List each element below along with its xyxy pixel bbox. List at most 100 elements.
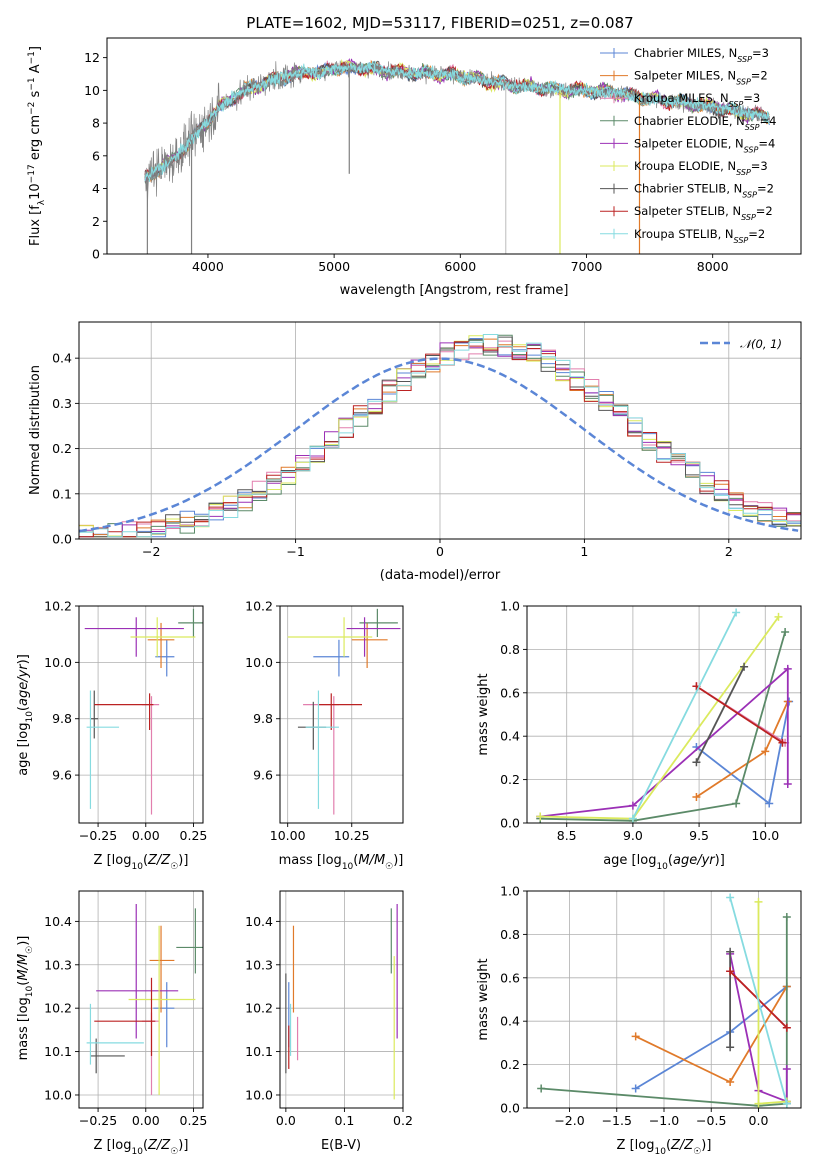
y-tick-label: 0.4 (52, 351, 72, 366)
residuals-frame (78, 321, 802, 540)
point-kroupa-stelib (86, 1003, 144, 1065)
point-kroupa-elodie (128, 925, 196, 1095)
series-line (540, 666, 789, 818)
series-point (732, 608, 741, 617)
y-tick-label: 10.0 (245, 1087, 273, 1102)
legend-label: Salpeter MILES, NSSP=2 (634, 69, 768, 87)
mass_vs_EBV-panel: 0.0 0.1 0.2 10.0 10.1 10.2 10.3 10.4 E(B-V) (245, 890, 413, 1153)
legend-nssp: =3 (752, 46, 769, 60)
mass-vs-ebv-xlabel: E(B-V) (321, 1138, 361, 1153)
label-part: ☉ (693, 1147, 701, 1157)
point-salpeter-miles (147, 622, 175, 668)
x-tick-label: 6000 (444, 259, 476, 274)
legend-sub: SSP (736, 168, 751, 177)
mass_vs_EBV-plot-area (285, 904, 398, 1100)
series-point (783, 664, 792, 673)
mass_vs_Z-frame (78, 890, 204, 1109)
y-tick-label: 10.1 (44, 1044, 72, 1059)
series-point (631, 1032, 640, 1041)
point-salpeter-miles (149, 925, 175, 1013)
legend-label: Chabrier STELIB, NSSP=2 (634, 182, 774, 200)
label-part: Z/Z (147, 853, 171, 868)
weight_vs_Z-panel: −2.0 −1.5 −1.0 −0.5 0.0 0.0 0.2 0.4 0.6 0.8 1.0 Z [… (476, 884, 802, 1157)
y-tick-label: 0.2 (500, 772, 520, 787)
series-line (729, 897, 788, 1104)
label-part: 10 (25, 711, 35, 723)
point-chabrier-stelib (90, 1038, 125, 1074)
legend-sub: SSP (737, 55, 752, 64)
series-point (782, 1023, 791, 1032)
series-point (781, 628, 790, 637)
legend-model: Salpeter STELIB, N (634, 204, 741, 218)
legend-model: Salpeter MILES, N (634, 69, 736, 83)
point-kroupa-stelib (86, 690, 120, 809)
label-part: 10 (131, 1147, 143, 1157)
histogram-kroupa-stelib (79, 334, 801, 538)
mass_vs_Z-plot-area (86, 904, 203, 1095)
weight_vs_age-plot-area (536, 608, 794, 823)
ylabel-part: −17 (27, 164, 37, 183)
series-kroupa-stelib (628, 608, 741, 823)
spectrum-ylabel: Flux [fλ10−17 erg cm−2 s−1 A−1] (27, 46, 47, 246)
ylabel-part: −2 (27, 102, 37, 115)
series-point (726, 967, 735, 976)
series-line (729, 953, 788, 1103)
y-tick-label: 10.0 (44, 655, 72, 670)
age_vs_mass-plot-area (287, 608, 401, 815)
series-point (726, 947, 735, 956)
x-tick-label: −2 (142, 544, 160, 559)
x-tick-label: 0.0 (749, 1113, 769, 1128)
weight_vs_age-panel: 8.5 9.0 9.5 10.0 0.0 0.2 0.4 0.6 0.8 1.0 age [log1… (476, 599, 802, 872)
legend-model: Chabrier STELIB, N (634, 182, 742, 196)
x-tick-label: 0.25 (180, 1113, 208, 1128)
legend-sub: SSP (734, 235, 749, 244)
residuals-panel: −2 −1 0 1 2 0.0 0.1 0.2 0.3 0.4 (data-model)/error… (28, 321, 802, 583)
y-tick-label: 10.3 (245, 957, 273, 972)
legend-label: Kroupa MILES, NSSP=3 (634, 91, 760, 109)
label-part: 10 (131, 862, 143, 872)
legend-sub: SSP (745, 122, 760, 131)
y-tick-label: 0.2 (500, 1057, 520, 1072)
series-point (778, 738, 787, 747)
y-tick-label: 9.6 (52, 768, 72, 783)
label-part: )] (178, 1138, 188, 1153)
ylabel-part: −1 (27, 77, 37, 90)
series-line (695, 685, 783, 744)
x-tick-label: 7000 (571, 259, 603, 274)
mass-vs-z-ylabel: mass [log10(M/M☉)] (16, 936, 35, 1061)
series-point (726, 893, 735, 902)
label-part: M/M (358, 853, 385, 868)
label-part: Z [log (617, 1138, 655, 1153)
x-tick-label: 9.0 (623, 828, 643, 843)
series-point (536, 812, 545, 821)
series-point (631, 1084, 640, 1093)
y-tick-label: 10.3 (44, 957, 72, 972)
y-tick-label: 0.8 (500, 642, 520, 657)
label-part: 10 (342, 862, 354, 872)
spectrum-frame (106, 37, 802, 255)
label-part: ( (16, 706, 31, 711)
series-line (541, 917, 788, 1107)
residuals-ylabel: Normed distribution (28, 365, 43, 495)
x-tick-label: 10.00 (270, 828, 306, 843)
series-point (765, 799, 774, 808)
point-kroupa-elodie (130, 617, 196, 657)
ylabel-part: λ (37, 199, 47, 205)
weight-vs-age-xlabel: age [log10(age/yr)] (603, 853, 725, 872)
point-salpeter-elodie (96, 904, 179, 1039)
weight_vs_age-ylabel: mass weight (476, 673, 491, 755)
label-part: Z/Z (147, 1138, 171, 1153)
y-tick-label: 4 (92, 181, 100, 196)
point-chabrier-miles (153, 982, 175, 1048)
y-tick-label: 10.4 (44, 914, 72, 929)
age_vs_Z-plot-area (84, 608, 203, 815)
legend-sub: SSP (744, 145, 759, 154)
label-part: ( (16, 981, 31, 986)
legend-nssp: =2 (751, 69, 768, 83)
point-salpeter-miles (351, 622, 388, 668)
label-part: )] (16, 654, 31, 664)
x-tick-label: −0.5 (696, 1113, 726, 1128)
y-tick-label: 9.6 (253, 768, 273, 783)
y-tick-label: 10.0 (44, 1087, 72, 1102)
spectrum-plot-area (144, 57, 770, 254)
